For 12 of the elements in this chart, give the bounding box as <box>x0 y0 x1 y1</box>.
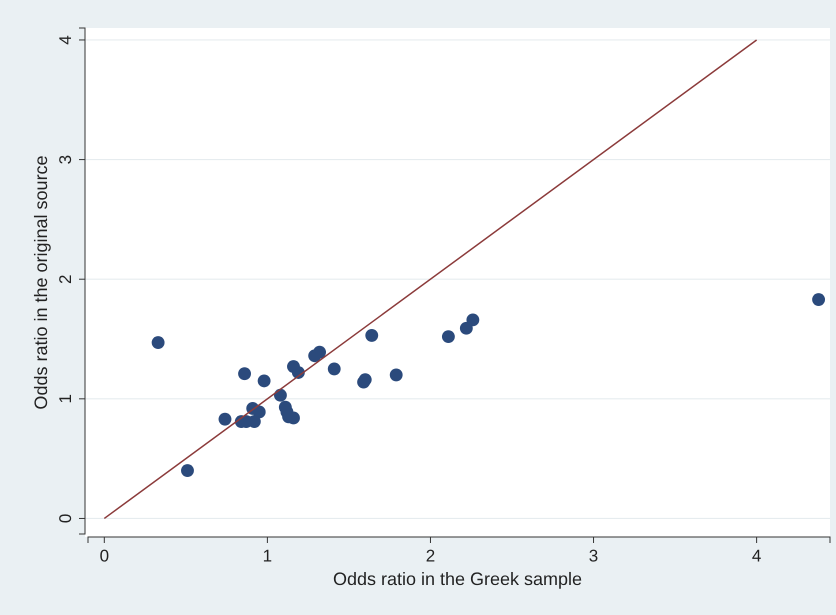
x-tick-label: 0 <box>100 546 110 566</box>
x-tick-label: 3 <box>588 546 598 566</box>
y-tick-label: 3 <box>56 154 75 164</box>
x-axis-title: Odds ratio in the Greek sample <box>332 569 582 589</box>
x-tick-label: 2 <box>426 546 436 566</box>
y-tick-label: 1 <box>56 394 75 404</box>
y-tick-label: 2 <box>56 274 75 284</box>
x-tick-label: 1 <box>262 546 272 566</box>
y-tick-label: 4 <box>56 35 75 45</box>
x-tick-label: 4 <box>752 546 762 566</box>
y-tick-label: 0 <box>56 514 75 524</box>
y-axis-title: Odds ratio in the original source <box>31 155 51 410</box>
